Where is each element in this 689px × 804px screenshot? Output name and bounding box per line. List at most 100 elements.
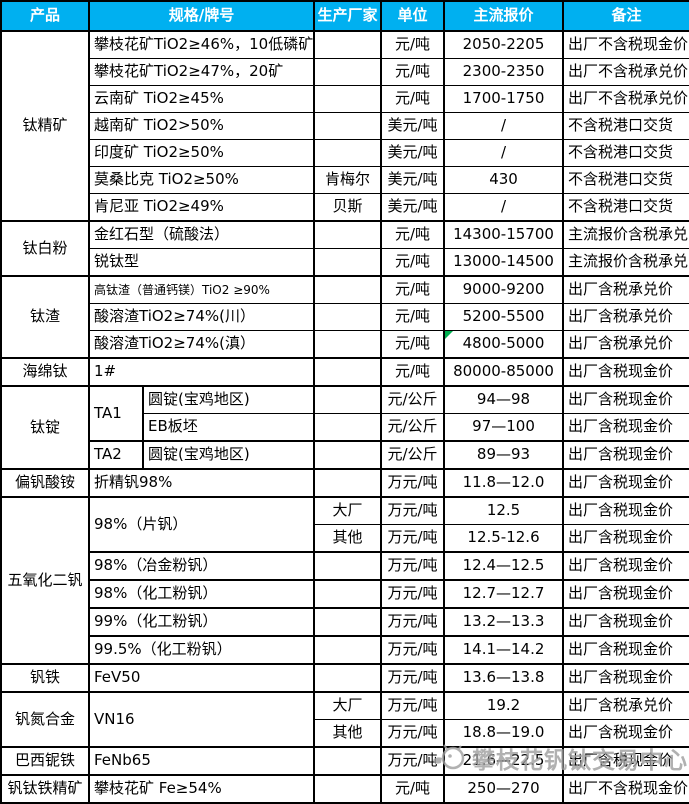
cell-manufacturer: 大厂	[313, 691, 383, 720]
col-header-unit: 单位	[380, 0, 446, 32]
cell-spec-grade: TA1	[88, 385, 144, 441]
cell-spec: 圆锭(宝鸡地区)	[141, 385, 316, 414]
cell-unit: 万元/吨	[380, 551, 446, 580]
cell-spec: EB板坯	[141, 413, 316, 441]
cell-product: 海绵钛	[0, 357, 90, 386]
cell-price: 12.4—12.5	[443, 551, 565, 580]
cell-price: 94—98	[443, 385, 565, 414]
cell-note: 出厂含税现金价	[562, 440, 689, 469]
col-header-note: 备注	[562, 0, 689, 32]
cell-manufacturer	[313, 330, 383, 358]
table-row: 99%（化工粉钒） 万元/吨 13.2—13.3 出厂含税现金价	[1, 607, 689, 636]
cell-unit: 元/吨	[380, 30, 446, 59]
cell-price: 13.2—13.3	[443, 607, 565, 636]
cell-manufacturer: 大厂	[313, 496, 383, 525]
cell-price: 430	[443, 166, 565, 194]
cell-spec: 高钛渣（普通钙镁）TiO2 ≥90%	[87, 275, 316, 304]
cell-spec: 莫桑比克 TiO2≥50%	[87, 166, 316, 194]
cell-spec: 98%（化工粉钒）	[87, 579, 316, 608]
cell-manufacturer	[313, 579, 383, 608]
cell-spec-grade: TA2	[88, 440, 144, 469]
cell-product: 偏钒酸铵	[0, 468, 90, 497]
cell-unit: 万元/吨	[380, 691, 446, 720]
cell-manufacturer	[313, 551, 383, 580]
table-row: 肯尼亚 TiO2≥49% 贝斯 美元/吨 / 不含税港口交货	[1, 193, 689, 221]
cell-price: 13.6—13.8	[443, 663, 565, 692]
cell-spec: 圆锭(宝鸡地区)	[141, 440, 316, 469]
cell-unit: 元/公斤	[380, 385, 446, 414]
cell-note: 出厂含税现金价	[562, 719, 689, 747]
table-row: 印度矿 TiO2≥50% 美元/吨 / 不含税港口交货	[1, 139, 689, 167]
cell-product: 钛精矿	[0, 30, 90, 221]
cell-unit: 万元/吨	[380, 524, 446, 552]
cell-note: 出厂含税现金价	[562, 607, 689, 636]
cell-product: 钒钛铁精矿	[0, 774, 90, 803]
cell-price: /	[443, 193, 565, 221]
cell-manufacturer	[313, 220, 383, 249]
cell-unit: 美元/吨	[380, 112, 446, 140]
table-row: 五氧化二钒 98%（片钒） 大厂 万元/吨 12.5 出厂含税现金价	[0, 496, 689, 664]
cell-unit: 元/吨	[380, 357, 446, 386]
cell-unit: 万元/吨	[380, 496, 446, 525]
table-row: 攀枝花矿TiO2≥47%，20矿 元/吨 2300-2350 出厂不含税承兑价	[1, 58, 689, 86]
col-header-price: 主流报价	[443, 0, 565, 32]
cell-note: 出厂不含税承兑价	[562, 85, 689, 113]
cell-spec: FeNb65	[87, 746, 316, 775]
table-row: 钛渣 高钛渣（普通钙镁）TiO2 ≥90% 元/吨 9000-9200 出厂含税承兑价	[0, 275, 689, 358]
cell-manufacturer: 其他	[313, 719, 383, 747]
table-row: 酸溶渣TiO2≥74%(川） 元/吨 5200-5500 出厂含税承兑价	[1, 303, 689, 331]
table-row: 99.5%（化工粉钒） 万元/吨 14.1—14.2 出厂含税现金价	[1, 635, 689, 664]
cell-price: 5200-5500	[443, 303, 565, 331]
cell-note: 出厂不含税承兑价	[562, 58, 689, 86]
table-row: 其他 万元/吨 12.5-12.6 出厂含税现金价	[1, 524, 689, 552]
cell-unit: 万元/吨	[380, 635, 446, 664]
cell-spec: 攀枝花矿 Fe≥54%	[87, 774, 316, 803]
cell-product: 钛渣	[0, 275, 90, 358]
cell-price: /	[443, 139, 565, 167]
cell-unit: 元/吨	[380, 774, 446, 803]
cell-manufacturer	[313, 58, 383, 86]
cell-manufacturer	[313, 139, 383, 167]
cell-unit: 万元/吨	[380, 663, 446, 692]
cell-note: 不含税港口交货	[562, 193, 689, 221]
cell-spec: 金红石型（硫酸法）	[87, 220, 316, 249]
price-table-body: 钛精矿 攀枝花矿TiO2≥46%，10低磷矿 元/吨 2050-2205 出厂不含税现金…	[0, 30, 689, 803]
table-row: 98%（化工粉钒） 万元/吨 12.7—12.7 出厂含税现金价	[1, 579, 689, 608]
cell-unit: 元/吨	[380, 220, 446, 249]
cell-price: 2050-2205	[443, 30, 565, 59]
cell-note: 不含税港口交货	[562, 139, 689, 167]
table-row: TA2 圆锭(宝鸡地区) 元/公斤 89—93 出厂含税现金价	[1, 440, 689, 469]
cell-manufacturer: 肯梅尔	[313, 166, 383, 194]
cell-note: 出厂含税承兑价	[562, 691, 689, 720]
cell-spec: 印度矿 TiO2≥50%	[87, 139, 316, 167]
cell-note: 出厂不含税现金价	[562, 30, 689, 59]
cell-unit: 万元/吨	[380, 719, 446, 747]
cell-manufacturer	[313, 607, 383, 636]
cell-price: 14.1—14.2	[443, 635, 565, 664]
cell-price: 89—93	[443, 440, 565, 469]
table-row: 巴西铌铁 FeNb65 万元/吨 21.6—22.5 出厂含税现金价	[0, 746, 689, 775]
cell-manufacturer: 贝斯	[313, 193, 383, 221]
table-row: 钛锭 TA1 圆锭(宝鸡地区) 元/公斤 94—98 出厂含税现金价	[0, 385, 689, 469]
cell-note: 出厂含税现金价	[562, 551, 689, 580]
cell-product: 钒氮合金	[0, 691, 90, 747]
table-row: 莫桑比克 TiO2≥50% 肯梅尔 美元/吨 430 不含税港口交货	[1, 166, 689, 194]
cell-note: 不含税港口交货	[562, 112, 689, 140]
cell-note: 出厂含税承兑价	[562, 275, 689, 304]
table-row: 云南矿 TiO2≥45% 元/吨 1700-1750 出厂不含税承兑价	[1, 85, 689, 113]
cell-unit: 万元/吨	[380, 607, 446, 636]
table-row: 海绵钛 1# 元/吨 80000-85000 出厂含税现金价	[0, 357, 689, 386]
cell-spec: 折精钒98%	[87, 468, 316, 497]
cell-note: 出厂含税承兑价	[562, 303, 689, 331]
cell-product: 钛白粉	[0, 220, 90, 276]
cell-spec: 越南矿 TiO2>50%	[87, 112, 316, 140]
table-row: 钛白粉 金红石型（硫酸法） 元/吨 14300-15700 主流报价含税承兑	[0, 220, 689, 276]
cell-spec: 攀枝花矿TiO2≥47%，20矿	[87, 58, 316, 86]
cell-manufacturer	[313, 413, 383, 441]
cell-unit: 元/吨	[380, 303, 446, 331]
cell-product: 五氧化二钒	[0, 496, 90, 664]
table-row: 98%（冶金粉钒） 万元/吨 12.4—12.5 出厂含税现金价	[1, 551, 689, 580]
cell-spec: 98%（冶金粉钒）	[87, 551, 316, 580]
comment-flag-icon	[446, 331, 454, 339]
cell-manufacturer	[313, 275, 383, 304]
